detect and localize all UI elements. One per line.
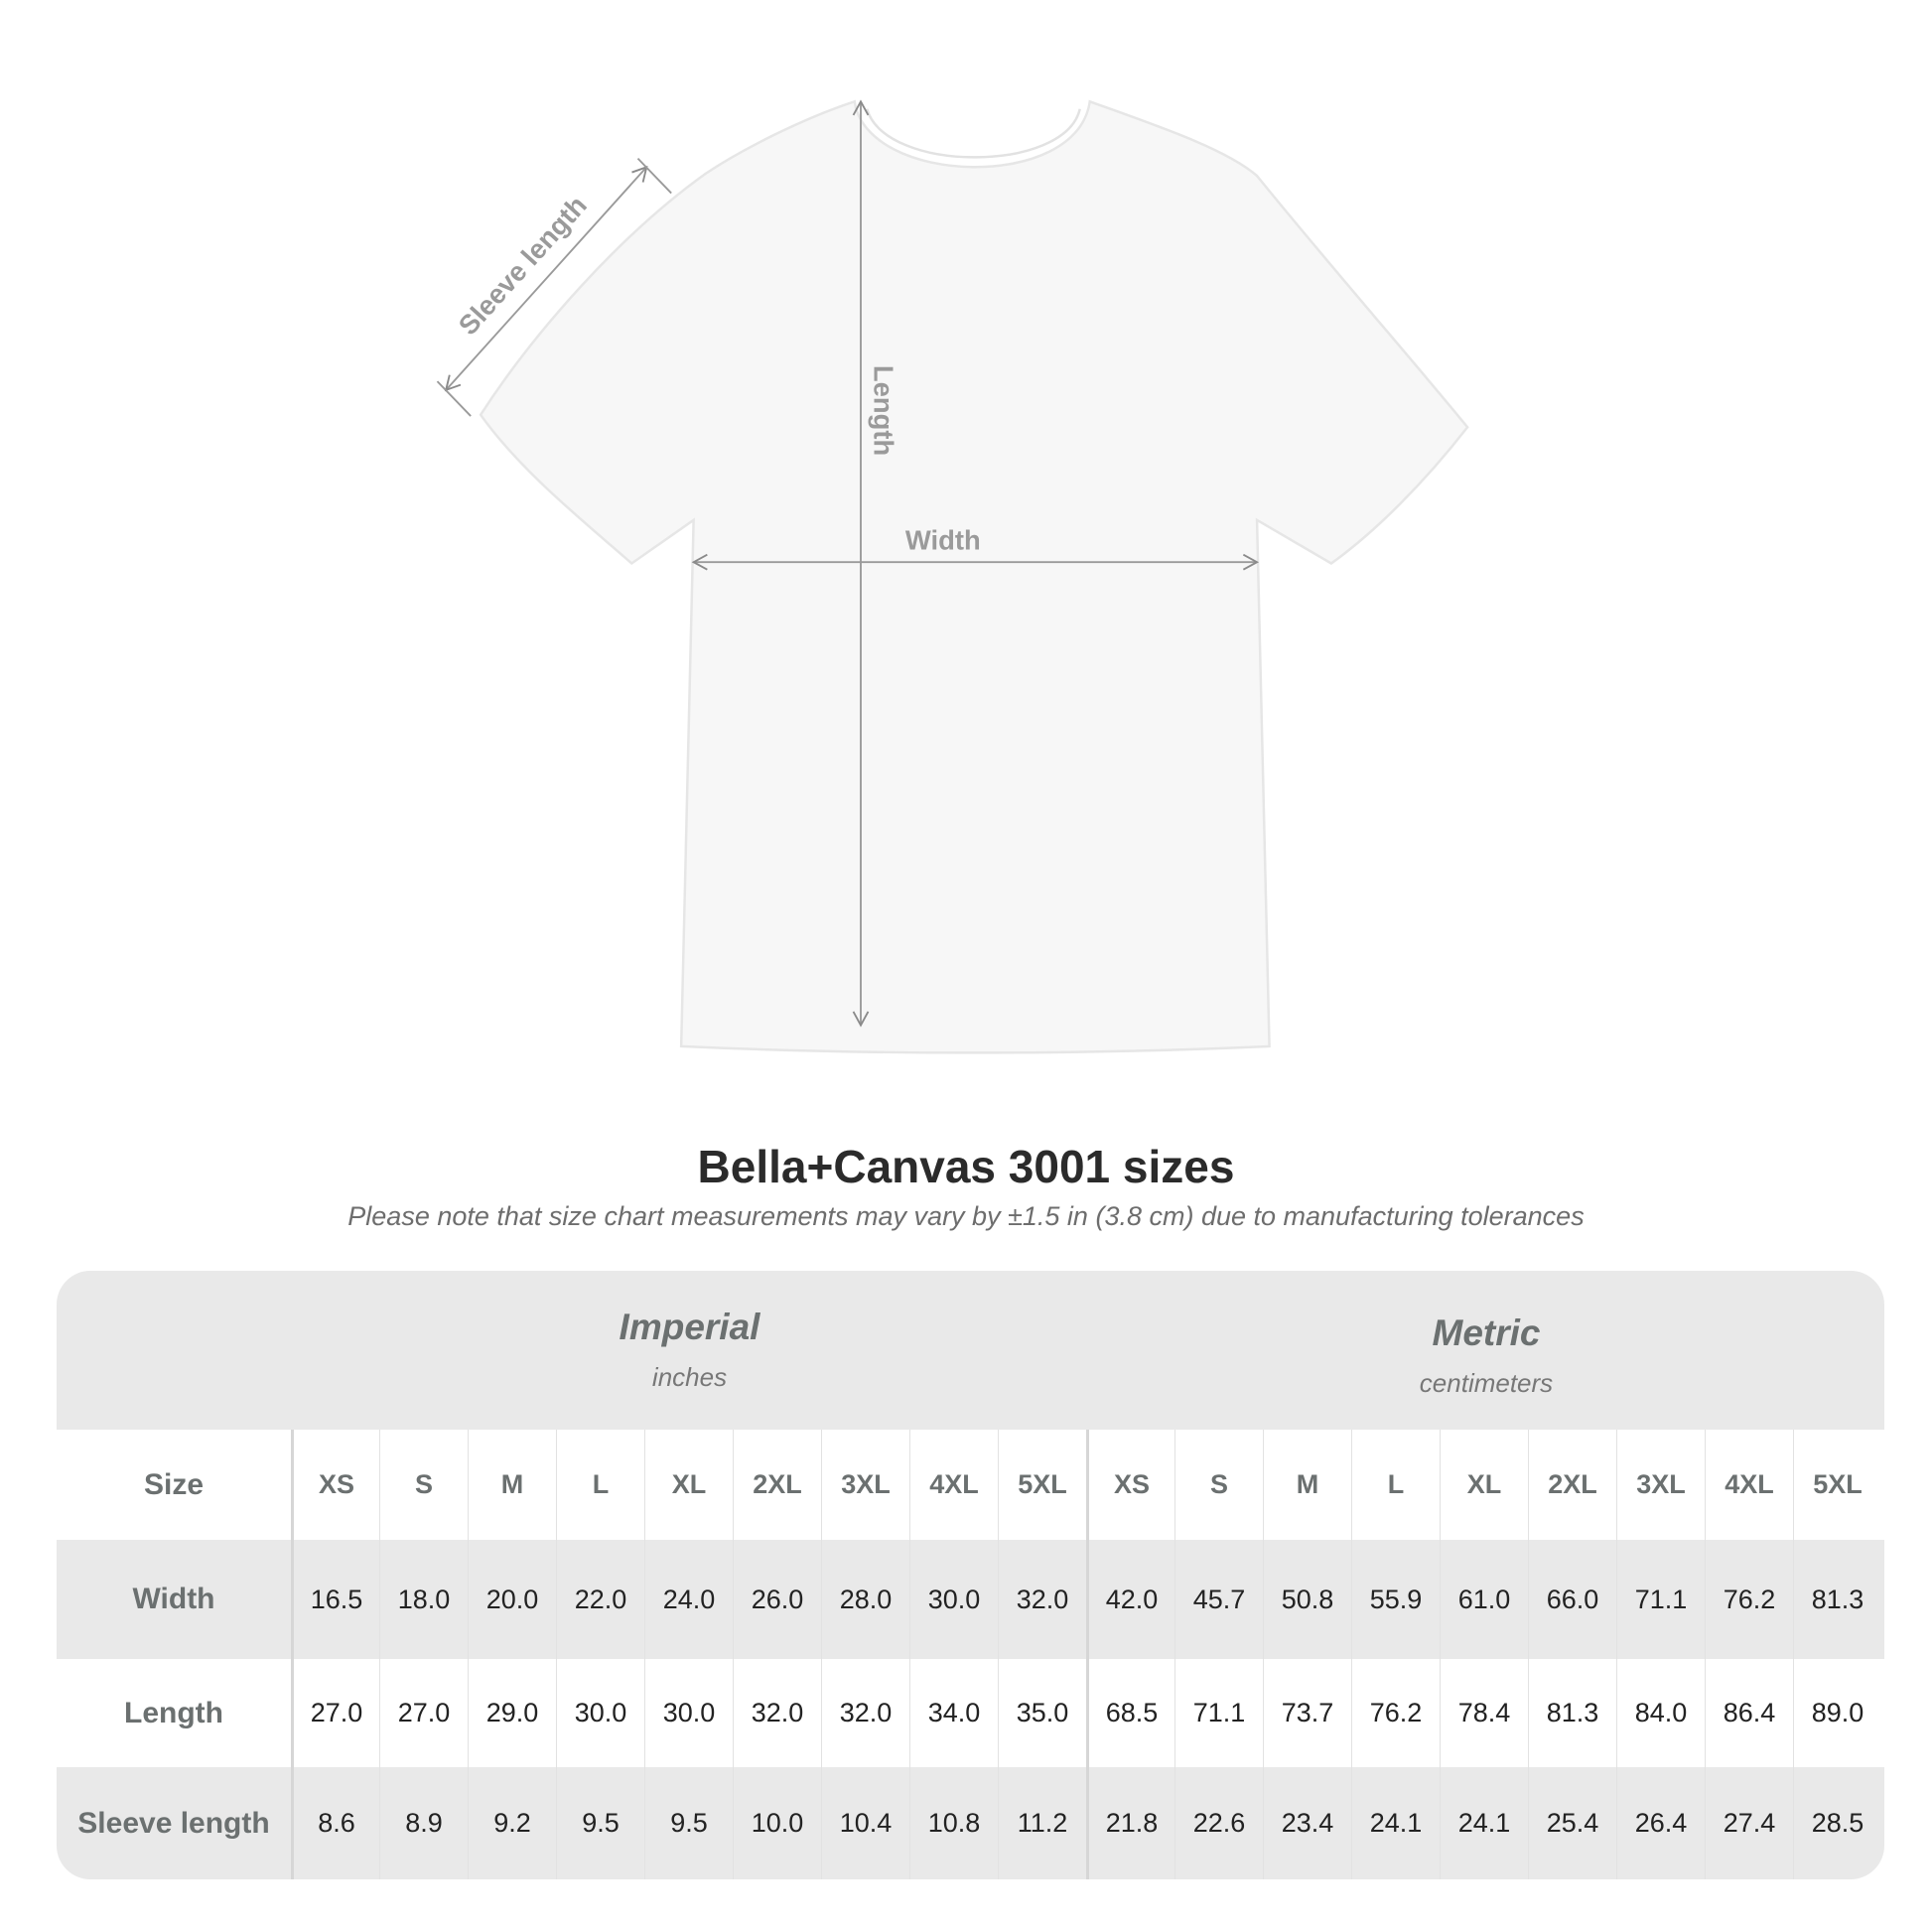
value-cell: 71.1 [1174,1659,1263,1767]
value-cell: 22.0 [556,1540,644,1659]
value-cell: 25.4 [1528,1767,1616,1879]
value-cell: 68.5 [1086,1659,1174,1767]
tolerance-note: Please note that size chart measurements… [0,1201,1932,1232]
metric-group: Metric centimeters [1088,1312,1884,1399]
value-cell: 22.6 [1174,1767,1263,1879]
size-header-cell: XS [291,1430,379,1540]
size-header-cell: XS [1086,1430,1174,1540]
value-cell: 50.8 [1263,1540,1351,1659]
value-cell: 76.2 [1351,1659,1440,1767]
length-label: Length [869,365,899,456]
value-cell: 16.5 [291,1540,379,1659]
value-cell: 26.0 [733,1540,821,1659]
value-cell: 10.8 [909,1767,998,1879]
value-cell: 29.0 [468,1659,556,1767]
value-cell: 66.0 [1528,1540,1616,1659]
size-header-cell: 5XL [1793,1430,1881,1540]
size-header-cell: 3XL [1616,1430,1705,1540]
value-cell: 24.0 [644,1540,733,1659]
value-cell: 28.5 [1793,1767,1881,1879]
value-cell: 26.4 [1616,1767,1705,1879]
value-cell: 76.2 [1705,1540,1793,1659]
value-cell: 34.0 [909,1659,998,1767]
value-cell: 55.9 [1351,1540,1440,1659]
value-cell: 18.0 [379,1540,468,1659]
value-cell: 9.2 [468,1767,556,1879]
imperial-group: Imperial inches [291,1307,1088,1393]
value-cell: 28.0 [821,1540,909,1659]
table-row: Width16.518.020.022.024.026.028.030.032.… [57,1540,1884,1659]
size-header-cell: 4XL [909,1430,998,1540]
size-header-cell: S [379,1430,468,1540]
width-label: Width [905,525,981,556]
value-cell: 35.0 [998,1659,1086,1767]
value-cell: 78.4 [1440,1659,1528,1767]
value-cell: 45.7 [1174,1540,1263,1659]
row-label: Size [57,1430,291,1540]
row-label: Length [57,1659,291,1767]
row-label: Width [57,1540,291,1659]
size-chart-table: Imperial inches Metric centimeters SizeX… [57,1271,1884,1879]
size-header-cell: 2XL [733,1430,821,1540]
group-title: Metric [1088,1312,1884,1354]
value-cell: 32.0 [998,1540,1086,1659]
value-cell: 10.4 [821,1767,909,1879]
value-cell: 24.1 [1351,1767,1440,1879]
size-header-cell: M [1263,1430,1351,1540]
size-header-cell: 4XL [1705,1430,1793,1540]
value-cell: 71.1 [1616,1540,1705,1659]
value-cell: 81.3 [1528,1659,1616,1767]
size-header-cell: S [1174,1430,1263,1540]
value-cell: 27.0 [291,1659,379,1767]
value-cell: 30.0 [909,1540,998,1659]
value-cell: 8.9 [379,1767,468,1879]
t-shirt-diagram: Sleeve length Length Width [0,0,1932,1092]
value-cell: 9.5 [556,1767,644,1879]
value-cell: 32.0 [733,1659,821,1767]
sleeve-measure-tick [638,159,672,194]
size-header-cell: 5XL [998,1430,1086,1540]
table-row: Length27.027.029.030.030.032.032.034.035… [57,1659,1884,1767]
collar [867,109,1080,158]
page-title: Bella+Canvas 3001 sizes [0,1140,1932,1193]
value-cell: 27.4 [1705,1767,1793,1879]
value-cell: 84.0 [1616,1659,1705,1767]
sleeve-measure-tick [437,381,471,416]
size-header-cell: 2XL [1528,1430,1616,1540]
value-cell: 24.1 [1440,1767,1528,1879]
value-cell: 10.0 [733,1767,821,1879]
table-row: Sleeve length8.68.99.29.59.510.010.410.8… [57,1767,1884,1879]
value-cell: 30.0 [556,1659,644,1767]
value-cell: 27.0 [379,1659,468,1767]
size-header-cell: XL [644,1430,733,1540]
value-cell: 81.3 [1793,1540,1881,1659]
value-cell: 9.5 [644,1767,733,1879]
value-cell: 21.8 [1086,1767,1174,1879]
group-unit: inches [291,1362,1088,1393]
value-cell: 61.0 [1440,1540,1528,1659]
size-header-cell: L [556,1430,644,1540]
size-header-cell: XL [1440,1430,1528,1540]
row-label: Sleeve length [57,1767,291,1879]
value-cell: 86.4 [1705,1659,1793,1767]
size-header-cell: M [468,1430,556,1540]
group-title: Imperial [291,1307,1088,1348]
value-cell: 42.0 [1086,1540,1174,1659]
value-cell: 23.4 [1263,1767,1351,1879]
size-header-row: SizeXSSMLXL2XL3XL4XL5XLXSSMLXL2XL3XL4XL5… [57,1430,1884,1540]
value-cell: 30.0 [644,1659,733,1767]
value-cell: 11.2 [998,1767,1086,1879]
value-cell: 20.0 [468,1540,556,1659]
value-cell: 8.6 [291,1767,379,1879]
value-cell: 89.0 [1793,1659,1881,1767]
size-header-cell: L [1351,1430,1440,1540]
size-header-cell: 3XL [821,1430,909,1540]
group-unit: centimeters [1088,1368,1884,1399]
value-cell: 73.7 [1263,1659,1351,1767]
t-shirt-body [481,101,1467,1052]
value-cell: 32.0 [821,1659,909,1767]
